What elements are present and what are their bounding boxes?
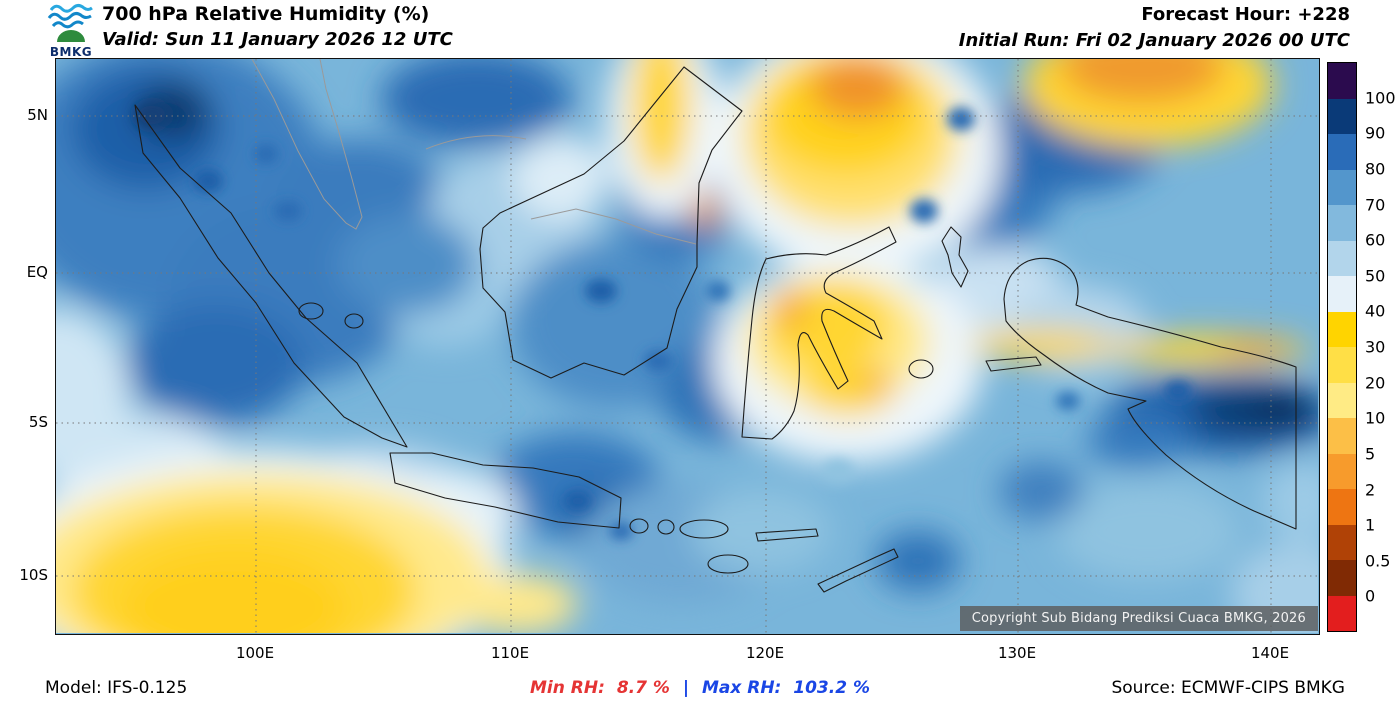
forecast-hour: Forecast Hour: +228 <box>1141 4 1350 25</box>
colorbar-label: 30 <box>1365 337 1386 357</box>
colorbar-segment <box>1328 134 1356 170</box>
colorbar-labels: 100 90 80 70 60 50 40 30 20 10 5 2 1 0.5 0 <box>1365 62 1400 632</box>
colorbar-label: 20 <box>1365 373 1386 393</box>
colorbar-label: 0.5 <box>1365 551 1391 571</box>
min-rh-value: 8.7 % <box>616 678 670 698</box>
colorbar-segment <box>1328 347 1356 383</box>
bmkg-logo: BMKG <box>44 1 98 58</box>
initial-run: Initial Run: Fri 02 January 2026 00 UTC <box>958 30 1350 51</box>
lon-label-100e: 100E <box>235 644 275 662</box>
colorbar-segment <box>1328 276 1356 312</box>
colorbar-segment <box>1328 524 1356 560</box>
colorbar-segment <box>1328 63 1356 99</box>
lat-label-5s: 5S <box>28 413 48 431</box>
max-rh-value: 103.2 % <box>793 678 870 698</box>
colorbar-label: 5 <box>1365 444 1376 464</box>
colorbar-label: 50 <box>1365 266 1386 286</box>
colorbar-label: 2 <box>1365 480 1376 499</box>
colorbar-segment <box>1328 489 1356 525</box>
page-title: 700 hPa Relative Humidity (%) <box>102 3 430 25</box>
colorbar-segment <box>1328 560 1356 596</box>
humidity-map-svg <box>56 59 1318 633</box>
humidity-map: Copyright Sub Bidang Prediksi Cuaca BMKG… <box>55 58 1320 635</box>
max-rh-label: Max RH: <box>701 678 782 698</box>
colorbar-label: 70 <box>1365 195 1386 214</box>
colorbar-segment <box>1328 311 1356 347</box>
colorbar-label: 100 <box>1365 88 1396 108</box>
colorbar-segment <box>1328 205 1356 241</box>
min-max-rh: Min RH: 8.7 % | Max RH: 103.2 % <box>530 678 870 698</box>
colorbar-segment <box>1328 418 1356 454</box>
colorbar <box>1327 62 1357 632</box>
bmkg-logo-graphic <box>47 4 93 42</box>
lat-label-10s: 10S <box>19 566 48 584</box>
min-rh-label: Min RH: <box>530 678 605 698</box>
lon-label-120e: 120E <box>745 644 785 662</box>
colorbar-label: 60 <box>1365 230 1386 250</box>
colorbar-segment <box>1328 382 1356 418</box>
colorbar-label: 40 <box>1365 301 1386 321</box>
coastlines <box>134 66 1297 593</box>
colorbar-segment <box>1328 98 1356 134</box>
lon-label-110e: 110E <box>490 644 530 662</box>
colorbar-segment <box>1328 169 1356 205</box>
copyright-overlay: Copyright Sub Bidang Prediksi Cuaca BMKG… <box>959 606 1318 631</box>
colorbar-label: 90 <box>1365 123 1386 143</box>
colorbar-segment <box>1328 453 1356 489</box>
foreign-coastlines <box>251 59 697 245</box>
bmkg-logo-text: BMKG <box>49 45 93 59</box>
colorbar-segment <box>1328 240 1356 276</box>
lat-label-5n: 5N <box>27 106 48 124</box>
colorbar-label: 80 <box>1365 159 1386 179</box>
humidity-field <box>56 59 1318 633</box>
lon-label-130e: 130E <box>997 644 1037 662</box>
lon-label-140e: 140E <box>1250 644 1290 662</box>
colorbar-label: 1 <box>1365 515 1376 535</box>
lat-label-eq: EQ <box>26 263 48 281</box>
colorbar-label: 10 <box>1365 408 1386 428</box>
colorbar-segment <box>1328 595 1356 631</box>
min-max-separator: | <box>682 678 690 698</box>
source-label: Source: ECMWF-CIPS BMKG <box>1111 678 1345 698</box>
colorbar-label: 0 <box>1365 586 1376 606</box>
valid-time: Valid: Sun 11 January 2026 12 UTC <box>102 29 453 50</box>
model-label: Model: IFS-0.125 <box>45 678 188 698</box>
